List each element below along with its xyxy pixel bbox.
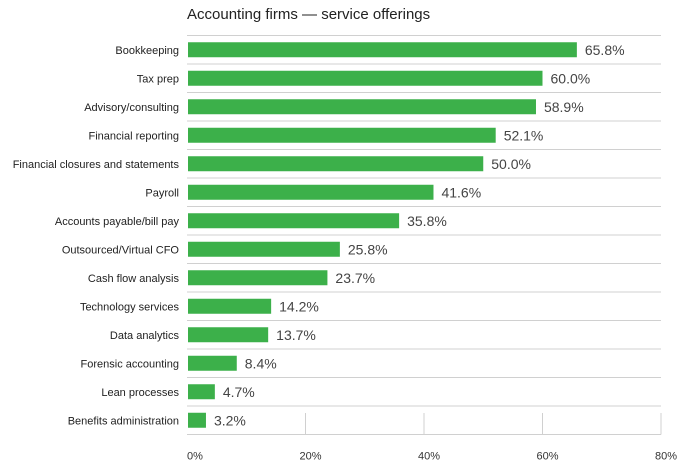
x-tick-label: 80% <box>655 451 677 463</box>
bar <box>188 156 484 172</box>
category-label: Data analytics <box>110 330 180 342</box>
category-label: Tax prep <box>137 73 179 85</box>
x-axis-ticks: 0% 20% 40% 60% 80% <box>187 451 677 463</box>
value-label: 4.7% <box>223 384 255 400</box>
value-label: 23.7% <box>335 270 375 286</box>
gridlines <box>187 35 662 435</box>
x-tick-label: 40% <box>418 451 440 463</box>
category-label: Cash flow analysis <box>88 273 180 285</box>
category-label: Outsourced/Virtual CFO <box>62 244 180 256</box>
bar <box>188 127 496 143</box>
value-label: 58.9% <box>544 99 584 115</box>
bars: Bookkeeping 65.8% Tax prep 60.0% Advisory/co… <box>13 42 625 429</box>
value-label: 65.8% <box>585 42 625 58</box>
category-label: Payroll <box>145 187 179 199</box>
bar <box>188 327 269 343</box>
value-label: 41.6% <box>441 184 481 200</box>
category-label: Advisory/consulting <box>84 102 179 114</box>
x-tick-label: 20% <box>300 451 322 463</box>
category-label: Lean processes <box>101 387 179 399</box>
x-tick-label: 0% <box>187 451 203 463</box>
bar <box>188 298 272 314</box>
value-label: 8.4% <box>245 355 277 371</box>
category-label: Forensic accounting <box>81 358 179 370</box>
value-label: 52.1% <box>504 127 544 143</box>
bar <box>188 213 400 229</box>
bar <box>188 184 434 200</box>
bar <box>188 384 215 400</box>
category-label: Financial reporting <box>89 130 180 142</box>
value-label: 35.8% <box>407 213 447 229</box>
bar <box>188 355 237 371</box>
category-label: Benefits administration <box>68 415 179 427</box>
value-label: 13.7% <box>276 327 316 343</box>
value-label: 3.2% <box>214 412 246 428</box>
bar <box>188 241 340 257</box>
value-label: 50.0% <box>491 156 531 172</box>
value-label: 60.0% <box>551 70 591 86</box>
category-label: Financial closures and statements <box>13 159 180 171</box>
x-tick-label: 60% <box>537 451 559 463</box>
bar <box>188 270 328 286</box>
category-label: Technology services <box>80 301 180 313</box>
value-label: 25.8% <box>348 241 388 257</box>
chart-title: Accounting firms — service offerings <box>187 6 430 23</box>
category-label: Bookkeeping <box>115 45 179 57</box>
bar <box>188 42 577 58</box>
bar <box>188 412 206 428</box>
bar <box>188 99 536 115</box>
category-label: Accounts payable/bill pay <box>55 216 180 228</box>
bar <box>188 70 543 86</box>
value-label: 14.2% <box>279 298 319 314</box>
